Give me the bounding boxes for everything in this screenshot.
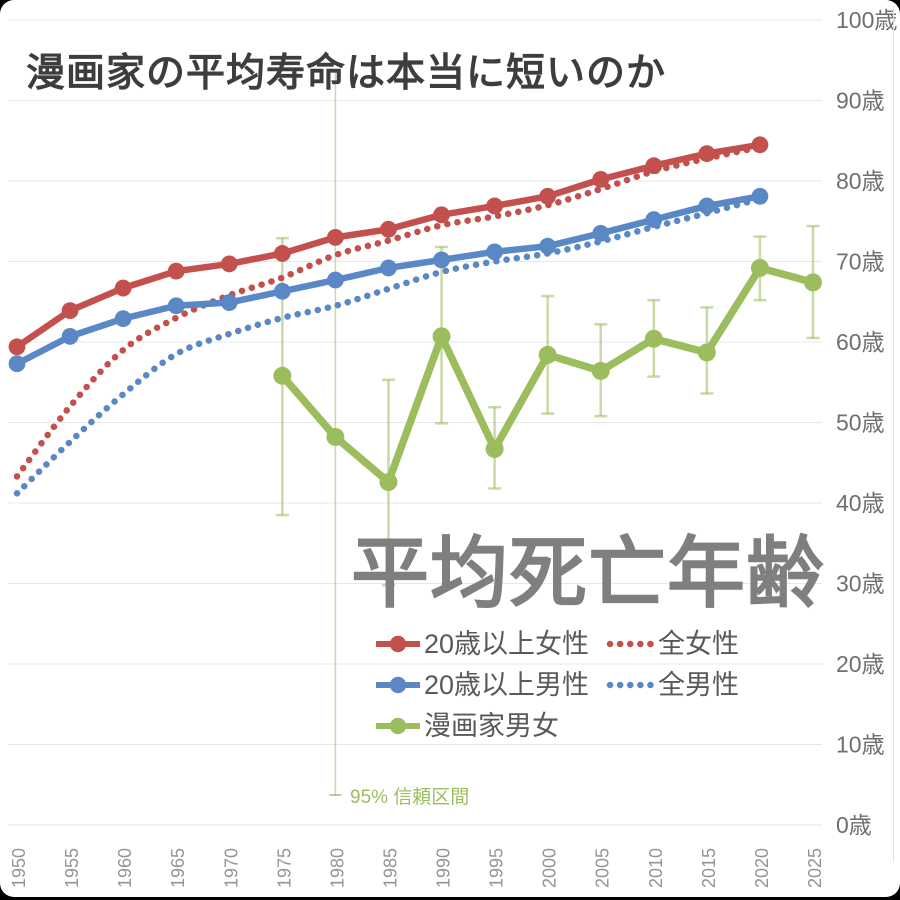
gridlines [8, 19, 822, 826]
data-point [698, 197, 716, 215]
data-point [698, 145, 716, 163]
x-tick-label: 2005 [593, 848, 613, 888]
legend-label-women20: 20歳以上女性 [424, 629, 590, 659]
data-point [273, 282, 291, 300]
data-point [592, 170, 610, 188]
y-tick-label: 30歳 [836, 571, 885, 597]
legend-marker-mangaka-solid-green [376, 717, 420, 735]
y-tick-label: 20歳 [836, 651, 885, 677]
x-tick-label: 1990 [434, 848, 454, 888]
big-label-average-death-age: 平均死亡年齢 [351, 529, 826, 617]
right-frame-line [893, 6, 894, 862]
data-point [8, 338, 26, 356]
y-tick-label: 100歳 [836, 7, 897, 33]
x-tick-label: 2025 [805, 848, 825, 888]
data-point [114, 279, 132, 297]
data-point [380, 259, 397, 277]
data-point [8, 355, 26, 373]
series-solid-red [8, 136, 769, 356]
legend-label-allmen: 全男性 [658, 670, 739, 700]
series-dotted-blue [13, 195, 764, 497]
y-tick-label: 60歳 [836, 329, 885, 355]
confidence-interval-note: 95% 信頼区間 [350, 787, 470, 808]
y-tick-label: 10歳 [836, 732, 885, 758]
data-point [432, 327, 451, 346]
y-axis-labels: 0歳 10歳 20歳 30歳 40歳 50歳 60歳 70歳 80歳 90歳 100歳 [836, 7, 897, 838]
x-tick-label: 1960 [115, 848, 135, 888]
data-point [326, 271, 344, 289]
data-point [273, 366, 292, 385]
data-point [61, 302, 79, 320]
data-point [539, 187, 557, 205]
x-tick-label: 1955 [62, 848, 82, 888]
data-point [273, 245, 291, 262]
legend-marker-allwomen-dotted-red [606, 640, 656, 648]
series-solid-green [273, 258, 822, 492]
legend-marker-men20-solid-blue [376, 676, 420, 694]
data-point [433, 206, 450, 224]
data-point [645, 157, 663, 175]
x-tick-label: 1975 [274, 848, 294, 888]
x-tick-label: 1965 [168, 848, 188, 888]
data-point [114, 310, 132, 328]
y-tick-label: 80歳 [836, 168, 885, 194]
data-point [751, 187, 769, 205]
x-tick-label: 1995 [487, 848, 507, 888]
legend-label-mangaka: 漫画家男女 [424, 711, 559, 741]
data-point [803, 273, 822, 292]
y-tick-label: 40歳 [836, 490, 885, 516]
y-tick-label: 0歳 [836, 812, 872, 838]
data-point [486, 197, 503, 215]
x-tick-label: 2000 [540, 848, 560, 888]
data-point [167, 262, 185, 280]
y-tick-label: 90歳 [836, 88, 885, 114]
y-tick-label: 70歳 [836, 249, 885, 275]
legend-marker-allmen-dotted-blue [606, 681, 656, 689]
legend-label-men20: 20歳以上男性 [424, 670, 590, 700]
x-tick-label: 2010 [646, 848, 666, 888]
data-point [751, 136, 769, 154]
data-point [539, 237, 557, 255]
series-solid-blue [8, 187, 769, 373]
data-point [486, 243, 503, 261]
data-point [326, 427, 345, 446]
data-point [538, 345, 557, 364]
data-point [326, 228, 344, 246]
data-point [645, 211, 663, 229]
x-tick-label: 1970 [221, 848, 241, 888]
data-point [220, 294, 238, 311]
data-point [220, 255, 238, 273]
legend-marker-women20-solid-red [376, 635, 420, 653]
x-axis-labels: 1950 1955 1960 1965 1970 1975 1980 1985 1990 1995… [9, 848, 825, 888]
data-point [592, 224, 610, 242]
data-point [750, 258, 769, 277]
x-tick-label: 2020 [752, 848, 772, 888]
data-point [644, 329, 663, 348]
data-point [61, 327, 79, 345]
data-point [379, 473, 398, 492]
y-tick-label: 50歳 [836, 410, 885, 436]
data-point [697, 343, 716, 362]
chart-title: 漫画家の平均寿命は本当に短いのか [26, 52, 667, 95]
series-dotted-red [13, 143, 764, 480]
data-point [433, 251, 450, 269]
x-tick-label: 2015 [699, 848, 719, 888]
x-tick-label: 1980 [327, 848, 347, 888]
x-tick-label: 1950 [9, 848, 29, 888]
data-point [485, 440, 504, 459]
x-tick-label: 1985 [380, 848, 400, 888]
data-point [591, 361, 610, 380]
data-point [380, 220, 397, 238]
data-point [167, 297, 185, 315]
legend-label-allwomen: 全女性 [658, 629, 739, 659]
